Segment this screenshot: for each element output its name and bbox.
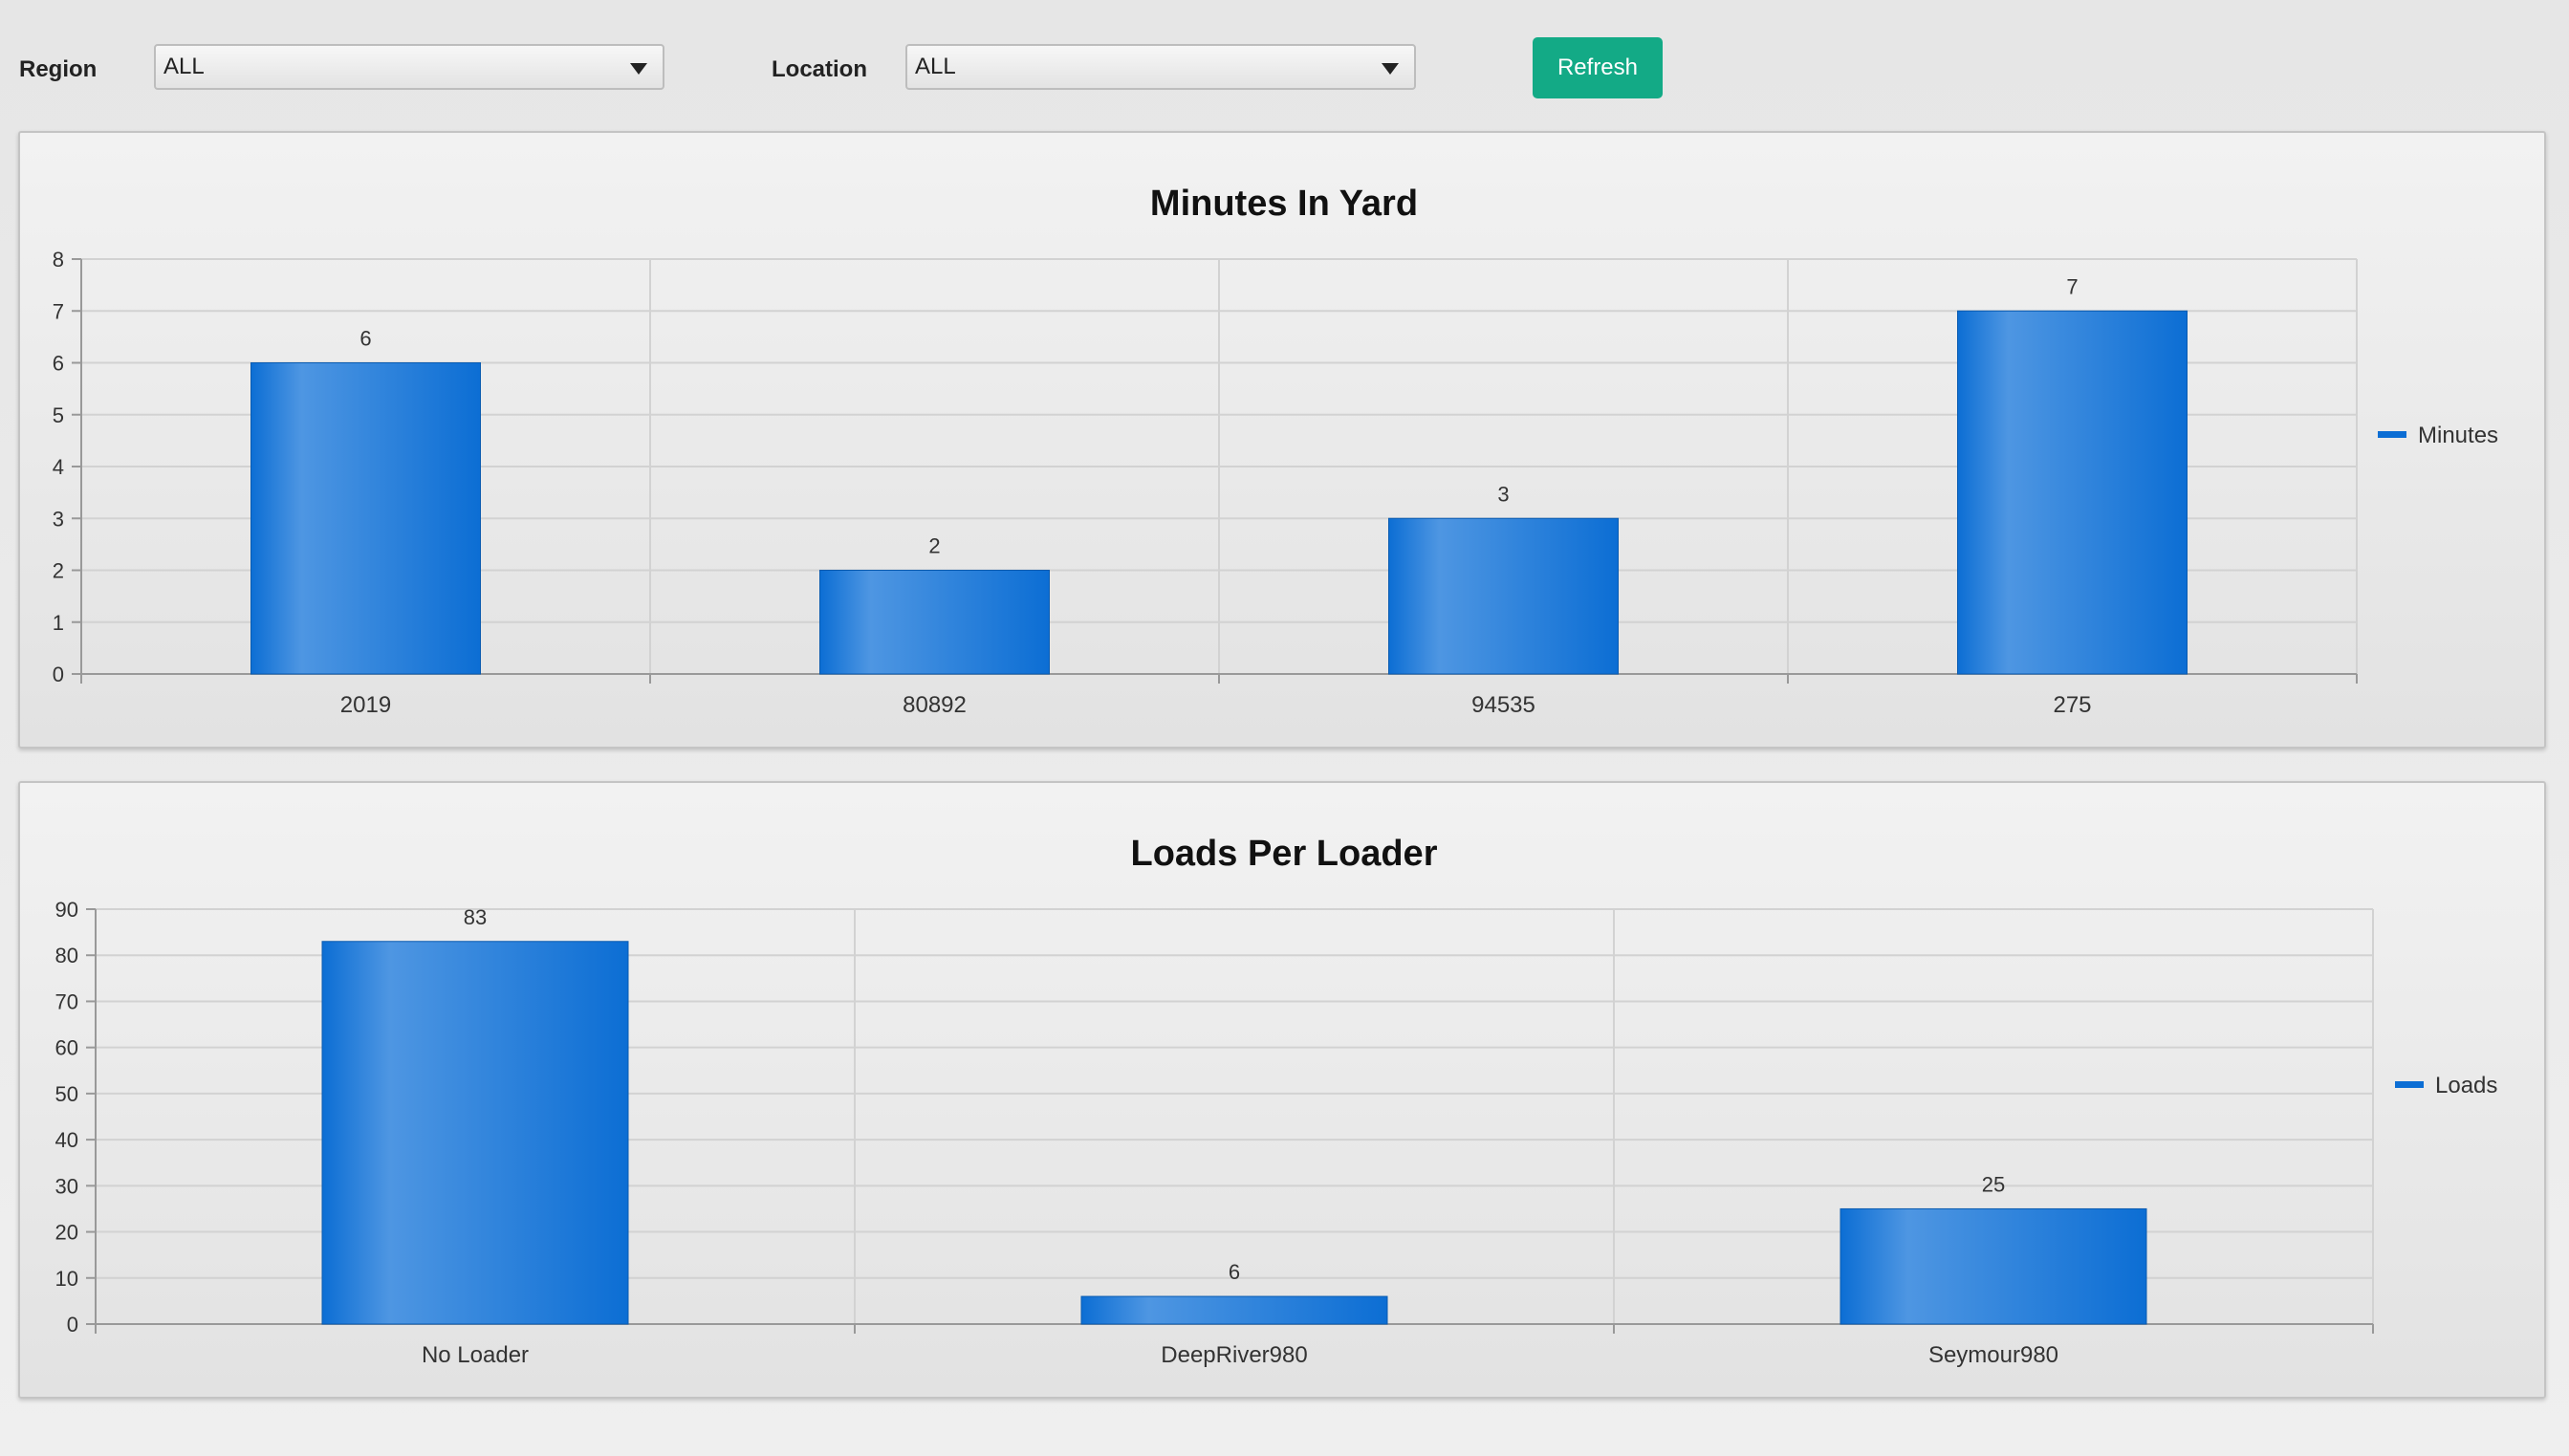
y-tick-label: 8 <box>53 248 64 272</box>
data-label: 3 <box>1497 482 1509 506</box>
y-tick-label: 50 <box>55 1082 78 1106</box>
chevron-down-icon <box>630 63 647 75</box>
y-tick-label: 4 <box>53 455 64 479</box>
bar <box>819 570 1050 675</box>
refresh-button[interactable]: Refresh <box>1533 37 1663 98</box>
y-tick-label: 0 <box>67 1313 78 1336</box>
y-tick-label: 10 <box>55 1267 78 1291</box>
bar <box>1957 310 2188 675</box>
y-tick-label: 40 <box>55 1128 78 1152</box>
location-select[interactable]: ALL <box>905 44 1416 90</box>
loads-per-loader-chart: Loads Per Loader 0 10 20 30 40 50 60 70 80 90 83 No … <box>55 834 2498 1368</box>
y-tick-label: 80 <box>55 944 78 967</box>
region-select[interactable]: ALL <box>154 44 664 90</box>
chart-title: Minutes In Yard <box>1150 184 1418 224</box>
data-label: 83 <box>464 905 487 929</box>
location-select-value: ALL <box>915 54 956 79</box>
bar <box>1840 1207 2147 1325</box>
y-tick-label: 2 <box>53 559 64 583</box>
x-tick-label: 94535 <box>1471 692 1535 718</box>
y-tick-label: 3 <box>53 507 64 531</box>
bar <box>250 362 481 675</box>
x-tick-label: DeepRiver980 <box>1161 1342 1307 1368</box>
region-label: Region <box>19 56 98 82</box>
y-tick-label: 30 <box>55 1174 78 1198</box>
y-tick-label: 20 <box>55 1221 78 1245</box>
bar <box>1080 1295 1388 1325</box>
minutes-in-yard-chart: Minutes In Yard 0 1 2 3 4 5 6 7 8 6 2019 2 80892 3 9453… <box>53 184 2498 718</box>
bar <box>1388 517 1619 675</box>
y-tick-label: 7 <box>53 299 64 323</box>
y-tick-label: 5 <box>53 403 64 427</box>
region-select-value: ALL <box>163 54 205 79</box>
data-label: 2 <box>928 534 940 558</box>
y-tick-label: 6 <box>53 352 64 376</box>
loads-per-loader-panel: Loads Per Loader 0 10 20 30 40 50 60 70 80 90 83 No … <box>18 781 2546 1399</box>
y-tick-label: 70 <box>55 989 78 1013</box>
legend-swatch <box>2395 1081 2424 1088</box>
legend-label: Minutes <box>2418 423 2498 448</box>
y-tick-label: 90 <box>55 898 78 922</box>
data-label: 25 <box>1982 1172 2005 1196</box>
y-tick-label: 1 <box>53 611 64 635</box>
y-tick-label: 60 <box>55 1036 78 1060</box>
x-tick-label: Seymour980 <box>1928 1342 2058 1368</box>
data-label: 7 <box>2066 274 2078 298</box>
x-tick-label: 80892 <box>903 692 967 718</box>
legend-label: Loads <box>2435 1073 2497 1098</box>
chevron-down-icon <box>1382 63 1399 75</box>
chart-title: Loads Per Loader <box>1131 834 1438 874</box>
data-label: 6 <box>359 327 371 351</box>
x-tick-label: No Loader <box>422 1342 529 1368</box>
legend-swatch <box>2378 431 2406 438</box>
x-tick-label: 2019 <box>340 692 391 718</box>
x-tick-label: 275 <box>2053 692 2091 718</box>
y-tick-label: 0 <box>53 663 64 686</box>
bar <box>321 941 629 1325</box>
minutes-in-yard-panel: Minutes In Yard 0 1 2 3 4 5 6 7 8 6 2019 2 80892 3 9453… <box>18 131 2546 749</box>
location-label: Location <box>772 56 867 82</box>
data-label: 6 <box>1229 1260 1240 1284</box>
